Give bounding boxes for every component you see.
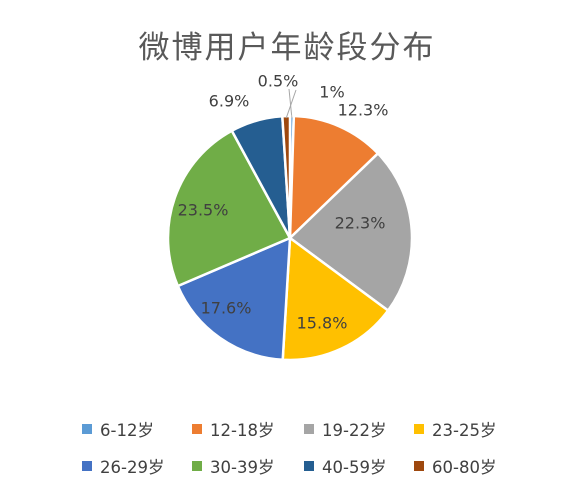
legend-item: 12-18岁: [192, 418, 274, 440]
pie-slice-23-25岁: [281, 235, 390, 362]
data-label: 22.3%: [335, 214, 386, 233]
legend-swatch: [304, 461, 314, 471]
pie-slice-19-22岁: [288, 151, 414, 313]
legend-swatch: [192, 461, 202, 471]
chart-title: 微博用户年龄段分布: [138, 30, 436, 66]
legend-swatch: [82, 424, 92, 434]
leader-line: [285, 89, 297, 119]
legend-item: 40-59岁: [304, 455, 386, 477]
legend-swatch: [414, 424, 424, 434]
legend-item: 6-12岁: [82, 418, 154, 440]
legend-swatch: [82, 461, 92, 471]
data-label: 6.9%: [209, 92, 250, 111]
legend-label: 26-29岁: [100, 458, 165, 477]
data-label: 17.6%: [201, 299, 252, 318]
legend-item: 23-25岁: [414, 418, 496, 440]
legend-swatch: [414, 461, 424, 471]
legend-label: 12-18岁: [210, 421, 275, 440]
pie-slice-60-80岁: [281, 114, 292, 239]
legend-item: 19-22岁: [304, 418, 386, 440]
data-label: 12.3%: [338, 101, 389, 120]
data-label: 1%: [319, 83, 344, 102]
data-label: 0.5%: [258, 72, 299, 91]
legend-label: 30-39岁: [210, 458, 275, 477]
legend-item: 60-80岁: [414, 455, 496, 477]
legend-item: 30-39岁: [192, 455, 274, 477]
data-label: 15.8%: [297, 314, 348, 333]
legend-label: 19-22岁: [322, 421, 387, 440]
data-label: 23.5%: [178, 201, 229, 220]
legend-item: 26-29岁: [82, 455, 164, 477]
leader-line: [288, 88, 293, 119]
pie-slice-26-29岁: [176, 236, 292, 362]
legend-label: 60-80岁: [432, 458, 497, 477]
legend-label: 6-12岁: [100, 421, 154, 440]
legend-swatch: [192, 424, 202, 434]
pie-slice-12-18岁: [288, 114, 380, 242]
legend-label: 23-25岁: [432, 421, 497, 440]
legend-swatch: [304, 424, 314, 434]
legend-label: 40-59岁: [322, 458, 387, 477]
pie-slice-30-39岁: [166, 129, 292, 288]
